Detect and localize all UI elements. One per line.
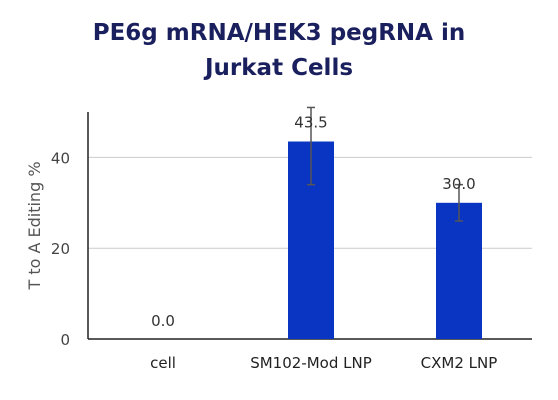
y-axis-title: T to A Editing % [25, 161, 44, 290]
y-tick-label: 0 [60, 331, 70, 349]
y-tick-label: 20 [51, 240, 70, 258]
x-tick-label: cell [150, 354, 176, 372]
chart-title-line-1: PE6g mRNA/HEK3 pegRNA in [92, 20, 466, 46]
chart-title: PE6g mRNA/HEK3 pegRNA in Jurkat Cells [0, 16, 558, 86]
bar [436, 202, 482, 339]
chart-title-line-2: Jurkat Cells [204, 55, 354, 81]
x-tick-label: SM102-Mod LNP [250, 354, 372, 372]
data-label: 0.0 [151, 312, 175, 330]
data-label: 30.0 [442, 175, 475, 193]
labels: 0 20 40 T to A Editing % 0.0 cell 43.5 SM102-Mo… [25, 114, 497, 372]
data-label: 43.5 [294, 114, 327, 132]
bars [288, 106, 482, 339]
x-tick-label: CXM2 LNP [421, 354, 498, 372]
y-tick-label: 40 [51, 149, 70, 167]
